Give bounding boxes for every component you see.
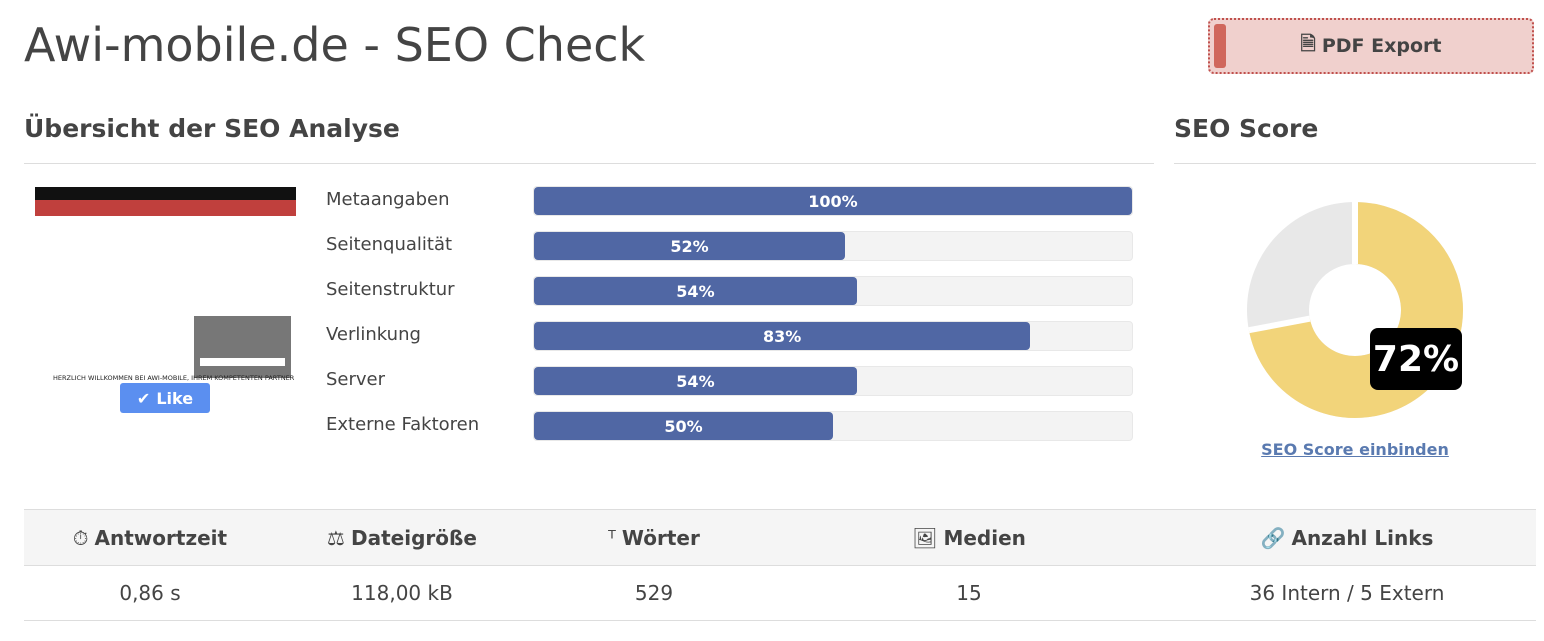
stats-header-row [24, 509, 1536, 565]
button-label: PDF Export [1321, 35, 1442, 57]
stats-header-label: Dateigröße [350, 525, 477, 550]
stats-value: 36 Intern / 5 Extern [1249, 581, 1445, 605]
bar-label: Externe Faktoren [326, 414, 480, 435]
score-label: 72% [1370, 328, 1462, 390]
stats-icon: ᵀ [608, 525, 616, 550]
bar-fill [534, 232, 845, 260]
stats-header-label: Antwortzeit [94, 525, 228, 550]
bar-value: 54% [676, 371, 715, 391]
preview-banner [35, 200, 296, 216]
bar-value: 54% [676, 281, 715, 301]
bar-label: Verlinkung [326, 324, 421, 345]
stats-header: ⚖ Dateigröße [252, 510, 552, 565]
bar-track: 54% [533, 276, 1133, 306]
like-button[interactable]: ✔ Like [120, 383, 210, 413]
donut-gap [1248, 315, 1311, 334]
bar-track: 52% [533, 231, 1133, 261]
bar-fill [534, 187, 1132, 215]
preview-cookie-box [194, 316, 291, 378]
preview-cookie-button [200, 358, 285, 366]
bar-label: Seitenstruktur [326, 279, 455, 300]
stats-value: 15 [956, 581, 982, 605]
stats-value-row [24, 565, 1536, 621]
preview-caption: HERZLICH WILLKOMMEN BEI AWI-MOBILE, IHRE… [53, 374, 295, 382]
bar-value: 52% [670, 236, 709, 256]
button-icon: 🗎 [1300, 33, 1316, 55]
bar-track: 50% [533, 411, 1133, 441]
preview-nav [35, 187, 296, 200]
bar-label: Seitenqualität [326, 234, 453, 255]
bar-fill [534, 322, 1031, 350]
bar-fill [534, 367, 857, 395]
stats-value: 118,00 kB [351, 581, 453, 605]
score-embed-link[interactable]: SEO Score einbinden [1261, 440, 1449, 459]
stats-value: 529 [634, 581, 674, 605]
score-donut [1247, 202, 1463, 418]
section-heading: SEO Score [1174, 114, 1319, 143]
like-icon: ✔ [136, 388, 151, 408]
divider [1174, 163, 1536, 164]
stats-icon: 🔗 [1260, 525, 1286, 550]
bar-track: 100% [533, 186, 1133, 216]
bar-fill [534, 412, 833, 440]
stats-header: 🔗 Anzahl Links [1197, 510, 1497, 565]
bar-label: Metaangaben [326, 189, 450, 210]
divider [24, 163, 1154, 164]
page-title: Awi-mobile.de - SEO Check [24, 18, 646, 72]
stats-value: 0,86 s [119, 581, 181, 605]
stats-header-label: Wörter [621, 525, 700, 550]
bar-value: 50% [664, 416, 703, 436]
bar-track: 54% [533, 366, 1133, 396]
site-preview: HERZLICH WILLKOMMEN BEI AWI-MOBILE, IHRE… [35, 187, 296, 390]
stats-header: 🖼 Medien [819, 510, 1119, 565]
stats-icon: 🖼 [912, 525, 938, 550]
bar-label: Server [326, 369, 386, 390]
bar-value: 83% [763, 326, 802, 346]
bar-value: 100% [808, 191, 858, 211]
bar-track: 83% [533, 321, 1133, 351]
stats-header-label: Medien [943, 525, 1026, 550]
stats-header: ⏱ Antwortzeit [0, 510, 300, 565]
stats-icon: ⚖ [327, 525, 345, 550]
stats-header: ᵀ Wörter [504, 510, 804, 565]
stats-icon: ⏱ [72, 525, 89, 550]
like-label: Like [156, 388, 194, 408]
pdf-export-button[interactable]: 🗎 PDF Export [1208, 18, 1534, 74]
bar-fill [534, 277, 857, 305]
stats-header-label: Anzahl Links [1291, 525, 1434, 550]
section-heading: Übersicht der SEO Analyse [24, 114, 400, 143]
